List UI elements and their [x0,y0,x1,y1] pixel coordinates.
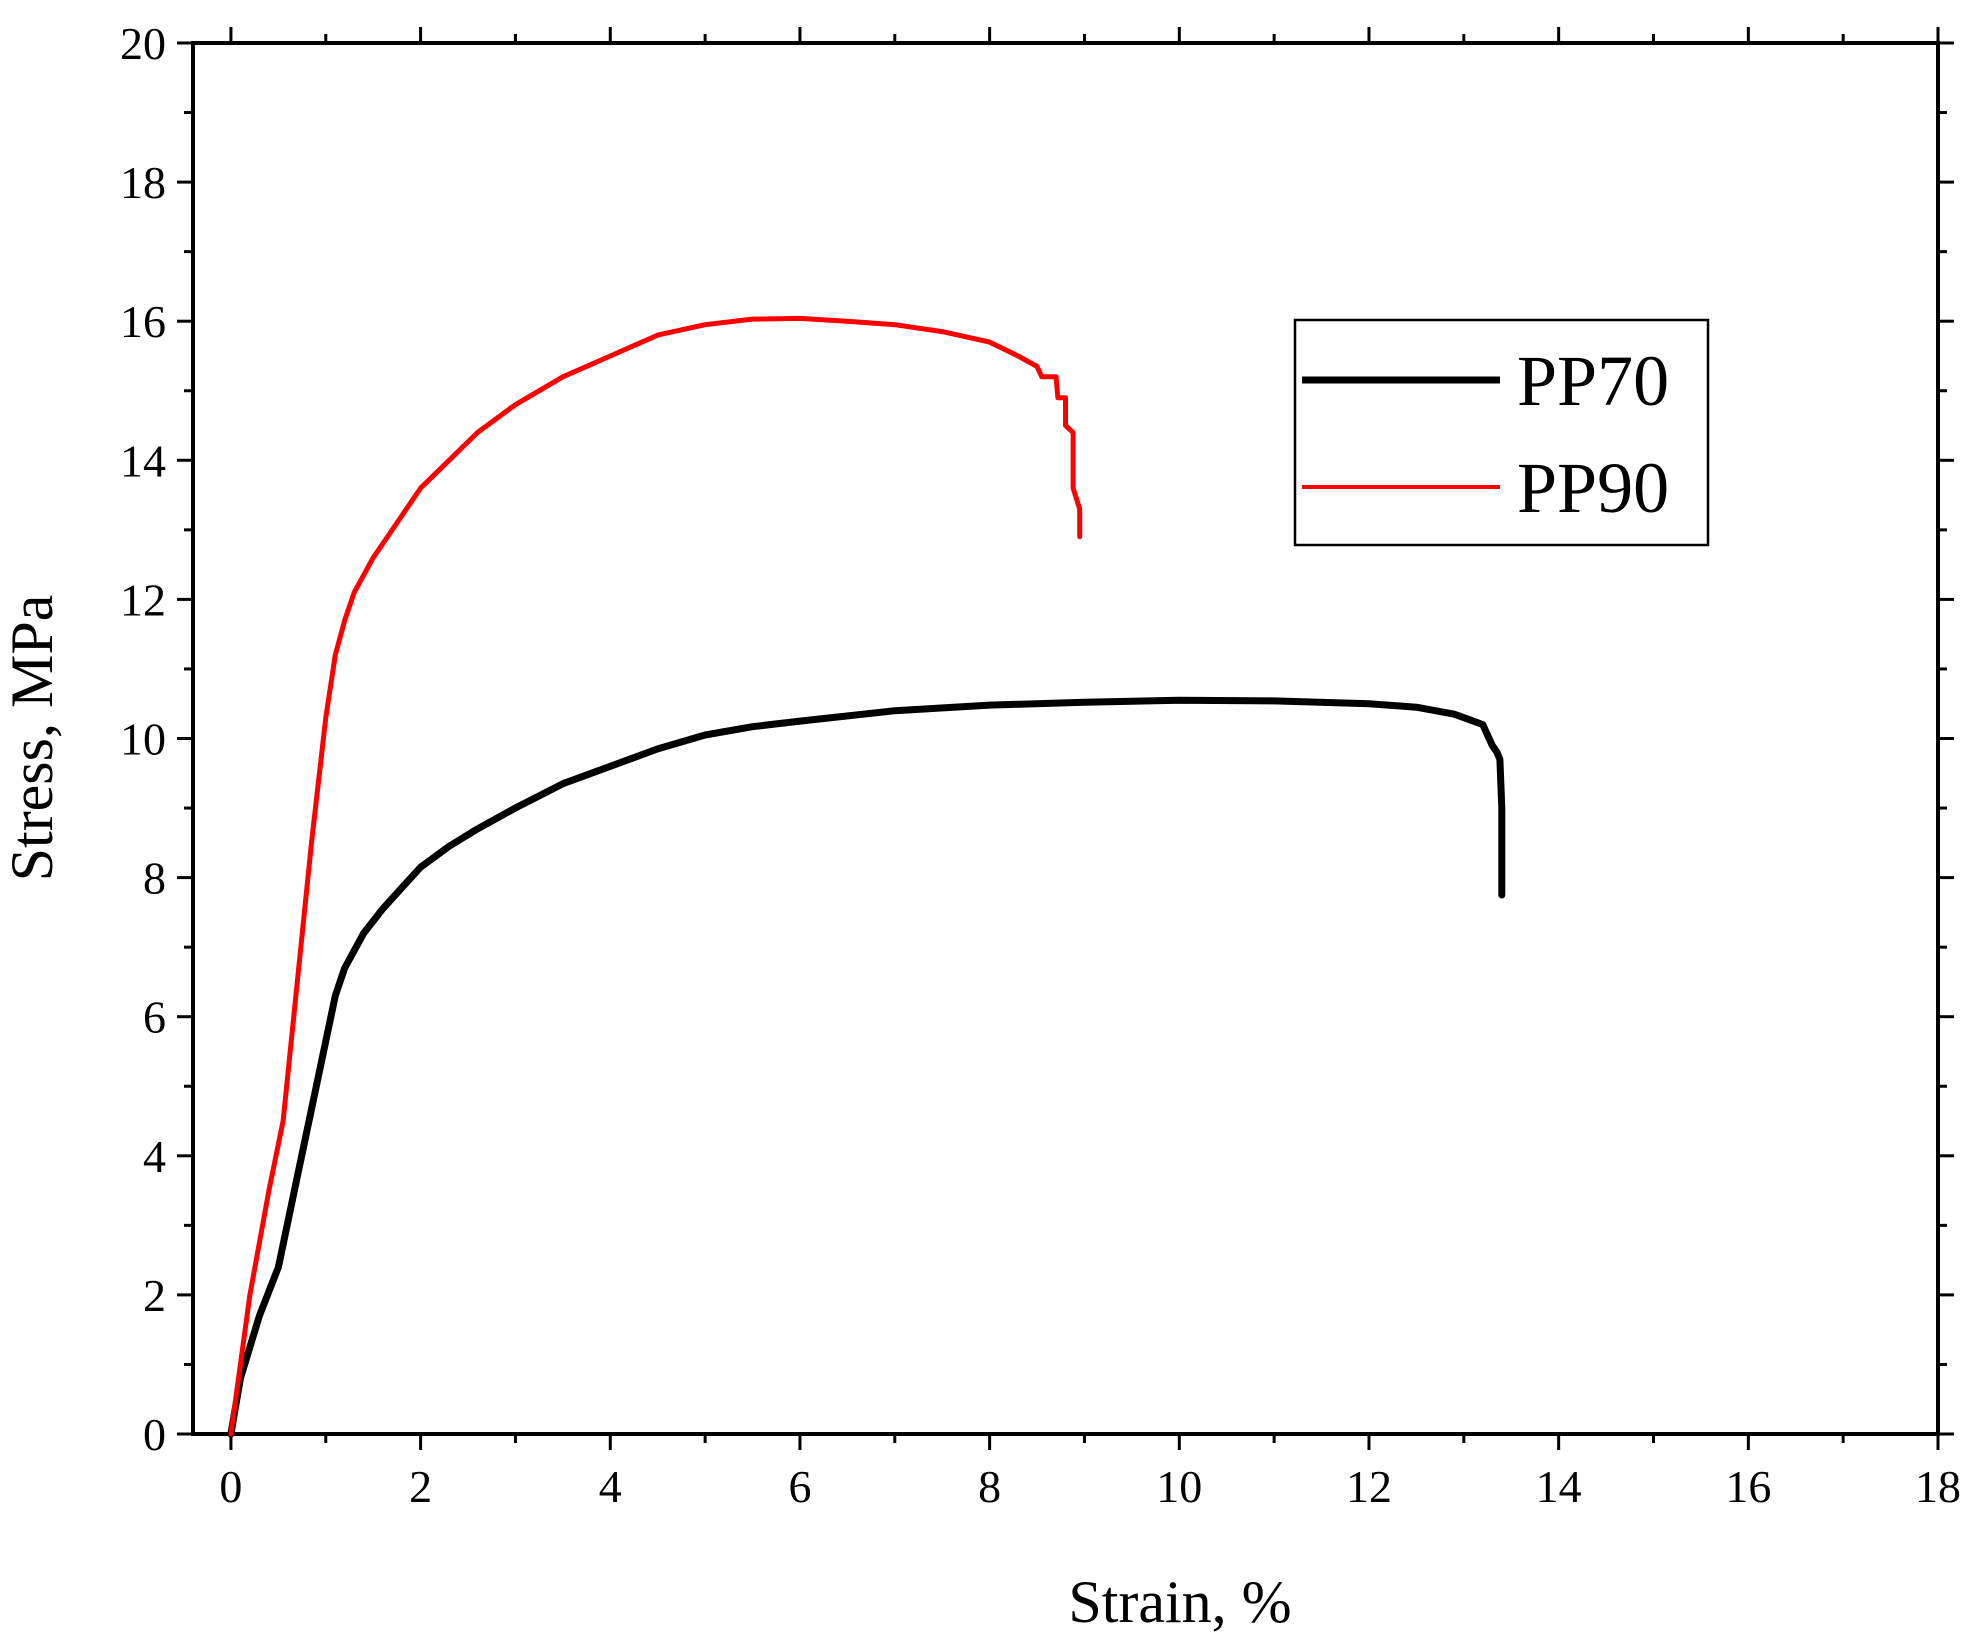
y-tick-label: 12 [120,574,166,625]
series-line-pp90 [228,315,1083,1437]
y-tick-label: 16 [120,296,166,347]
x-tick-label: 16 [1725,1461,1771,1512]
legend: PP70 PP90 [1293,318,1710,547]
x-tick-label: 6 [788,1461,811,1512]
x-tick-label: 12 [1346,1461,1392,1512]
y-tick-label: 4 [143,1131,166,1182]
y-tick-label: 8 [143,853,166,904]
series-lines [227,315,1506,1438]
y-tick-label: 10 [120,714,166,765]
y-axis-title: Stress, MPa [0,595,65,882]
x-tick-label: 2 [409,1461,432,1512]
y-tick-label: 0 [143,1409,166,1460]
legend-label-pp90: PP90 [1517,448,1669,528]
y-tick-labels: 0 2 4 6 8 10 12 14 16 18 20 [120,18,166,1460]
series-line-pp70 [227,696,1506,1438]
y-tick-label: 6 [143,992,166,1043]
x-tick-label: 0 [219,1461,242,1512]
axis-ticks [177,27,1954,1450]
y-tick-label: 18 [120,157,166,208]
x-tick-label: 10 [1156,1461,1202,1512]
x-tick-label: 4 [599,1461,622,1512]
legend-box [1293,318,1710,547]
legend-label-pp70: PP70 [1517,341,1669,421]
x-tick-label: 8 [978,1461,1001,1512]
x-tick-label: 14 [1536,1461,1582,1512]
y-tick-label: 20 [120,18,166,69]
y-tick-label: 14 [120,435,166,486]
x-axis-title: Strain, % [1068,1569,1291,1635]
plot-frame [191,41,1940,1436]
x-tick-labels: 0 2 4 6 8 10 12 14 16 18 [219,1461,1961,1512]
x-tick-label: 18 [1915,1461,1961,1512]
y-tick-label: 2 [143,1270,166,1321]
